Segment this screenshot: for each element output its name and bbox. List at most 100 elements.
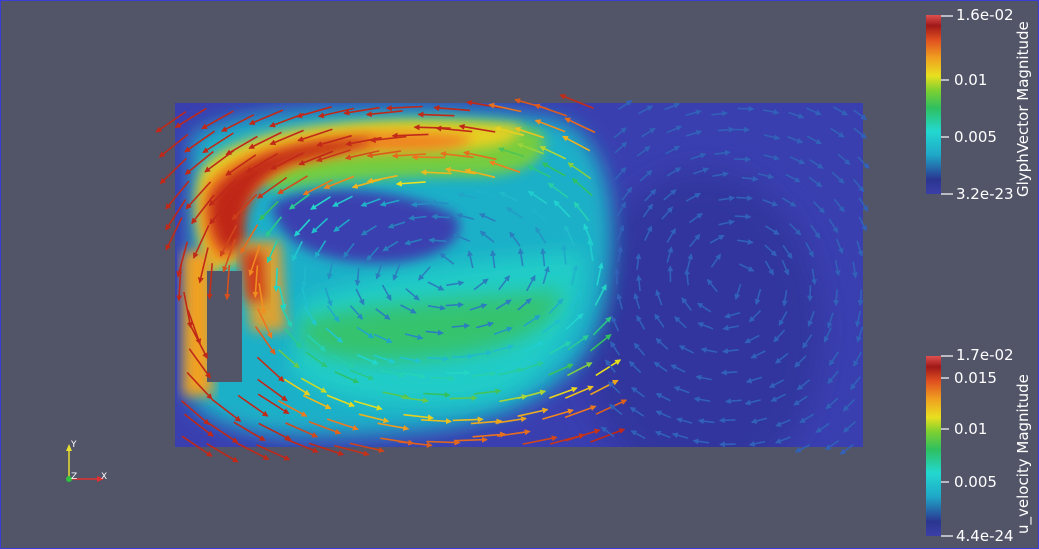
velocity-arrow bbox=[686, 129, 703, 137]
velocity-arrow bbox=[527, 190, 548, 205]
velocity-arrow bbox=[497, 429, 531, 437]
velocity-arrow bbox=[185, 181, 212, 210]
velocity-arrow bbox=[725, 398, 742, 405]
velocity-arrow bbox=[431, 213, 450, 220]
velocity-arrow bbox=[451, 353, 474, 360]
velocity-arrow bbox=[717, 126, 735, 133]
velocity-arrow bbox=[654, 313, 665, 328]
velocity-arrow bbox=[808, 176, 823, 188]
velocity-arrow bbox=[426, 439, 461, 446]
velocity-arrow bbox=[301, 286, 309, 309]
velocity-arrow bbox=[810, 224, 821, 239]
velocity-arrow bbox=[517, 247, 524, 267]
velocity-arrow bbox=[517, 389, 547, 400]
velocity-arrow bbox=[257, 393, 290, 415]
velocity-arrow bbox=[181, 435, 213, 457]
velocity-arrow bbox=[781, 259, 790, 276]
velocity-arrow bbox=[714, 149, 731, 156]
velocity-arrow bbox=[671, 432, 689, 439]
velocity-arrow bbox=[534, 119, 566, 133]
velocity-arrow bbox=[187, 309, 202, 345]
velocity-arrow bbox=[418, 266, 431, 281]
velocity-arrow bbox=[236, 442, 270, 461]
velocity-arrow bbox=[596, 262, 604, 286]
velocity-arrow bbox=[565, 313, 584, 330]
velocity-arrow bbox=[326, 394, 356, 407]
velocity-arrow bbox=[382, 391, 410, 400]
x-axis-label: X bbox=[101, 472, 107, 482]
velocity-arrow bbox=[411, 154, 446, 161]
velocity-arrow bbox=[811, 268, 818, 286]
velocity-arrow bbox=[633, 342, 646, 356]
velocity-arrow bbox=[316, 134, 352, 148]
velocity-arrow bbox=[325, 327, 344, 343]
velocity-arrow bbox=[375, 262, 384, 280]
velocity-arrow bbox=[224, 264, 231, 301]
velocity-arrow bbox=[722, 348, 739, 355]
velocity-arrow bbox=[254, 326, 276, 355]
velocity-arrow bbox=[517, 298, 532, 311]
velocity-arrow bbox=[429, 199, 449, 206]
velocity-arrow bbox=[744, 399, 761, 406]
velocity-arrow bbox=[365, 110, 403, 118]
velocity-arrow bbox=[155, 110, 187, 133]
velocity-arrow bbox=[478, 213, 496, 222]
colorbar-uvelocity-tick3: 0.005 bbox=[954, 473, 997, 491]
velocity-arrow bbox=[470, 350, 493, 357]
velocity-arrow bbox=[381, 284, 392, 301]
velocity-arrow bbox=[458, 123, 496, 133]
velocity-arrow bbox=[737, 238, 754, 245]
velocity-arrow bbox=[630, 386, 645, 398]
velocity-arrow bbox=[608, 403, 623, 416]
velocity-arrow bbox=[616, 293, 623, 310]
velocity-arrow bbox=[522, 341, 545, 353]
velocity-arrow bbox=[366, 150, 402, 159]
velocity-arrow bbox=[639, 169, 653, 182]
velocity-arrow bbox=[498, 367, 523, 376]
velocity-arrow bbox=[495, 299, 512, 310]
velocity-arrow bbox=[476, 321, 494, 329]
velocity-arrow bbox=[382, 240, 399, 252]
velocity-arrow bbox=[695, 374, 712, 381]
velocity-arrow bbox=[201, 110, 234, 130]
velocity-arrow bbox=[245, 152, 279, 173]
velocity-arrow bbox=[315, 149, 351, 163]
velocity-arrow bbox=[718, 417, 736, 424]
velocity-arrow bbox=[446, 280, 465, 287]
colorbar-uvelocity bbox=[926, 355, 953, 537]
low-velocity-region bbox=[581, 171, 821, 447]
velocity-arrow bbox=[787, 135, 804, 144]
velocity-arrow bbox=[693, 167, 710, 175]
velocity-arrow bbox=[427, 355, 450, 362]
velocity-arrow bbox=[802, 334, 813, 349]
velocity-arrow bbox=[655, 410, 672, 419]
velocity-arrow bbox=[353, 400, 383, 411]
velocity-arrow bbox=[696, 302, 712, 313]
velocity-arrow bbox=[228, 172, 258, 196]
velocity-arrow bbox=[349, 369, 375, 381]
velocity-arrow bbox=[549, 341, 572, 355]
velocity-arrow bbox=[852, 178, 865, 193]
velocity-arrow bbox=[824, 439, 840, 451]
velocity-arrow bbox=[655, 289, 663, 306]
velocity-arrow bbox=[191, 194, 215, 225]
velocity-arrow bbox=[805, 242, 814, 258]
velocity-arrow bbox=[307, 334, 326, 352]
velocity-arrow bbox=[405, 288, 420, 301]
velocity-arrow bbox=[514, 126, 544, 139]
velocity-arrow bbox=[617, 245, 623, 263]
velocity-arrow bbox=[750, 417, 768, 424]
velocity-arrow bbox=[190, 325, 208, 359]
velocity-arrow bbox=[688, 233, 701, 248]
velocity-arrow bbox=[559, 94, 594, 110]
velocity-arrow bbox=[590, 428, 626, 443]
velocity-arrow bbox=[165, 180, 190, 210]
velocity-arrow bbox=[553, 200, 571, 218]
velocity-arrow bbox=[781, 197, 797, 207]
velocity-arrow bbox=[494, 126, 525, 137]
velocity-arrow bbox=[697, 322, 714, 330]
velocity-arrow bbox=[561, 244, 568, 265]
velocity-arrow bbox=[401, 396, 429, 404]
